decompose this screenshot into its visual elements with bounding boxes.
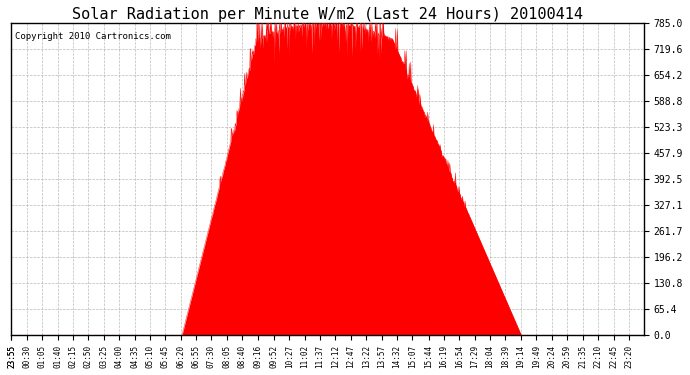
Title: Solar Radiation per Minute W/m2 (Last 24 Hours) 20100414: Solar Radiation per Minute W/m2 (Last 24… (72, 7, 583, 22)
Text: Copyright 2010 Cartronics.com: Copyright 2010 Cartronics.com (14, 33, 170, 42)
